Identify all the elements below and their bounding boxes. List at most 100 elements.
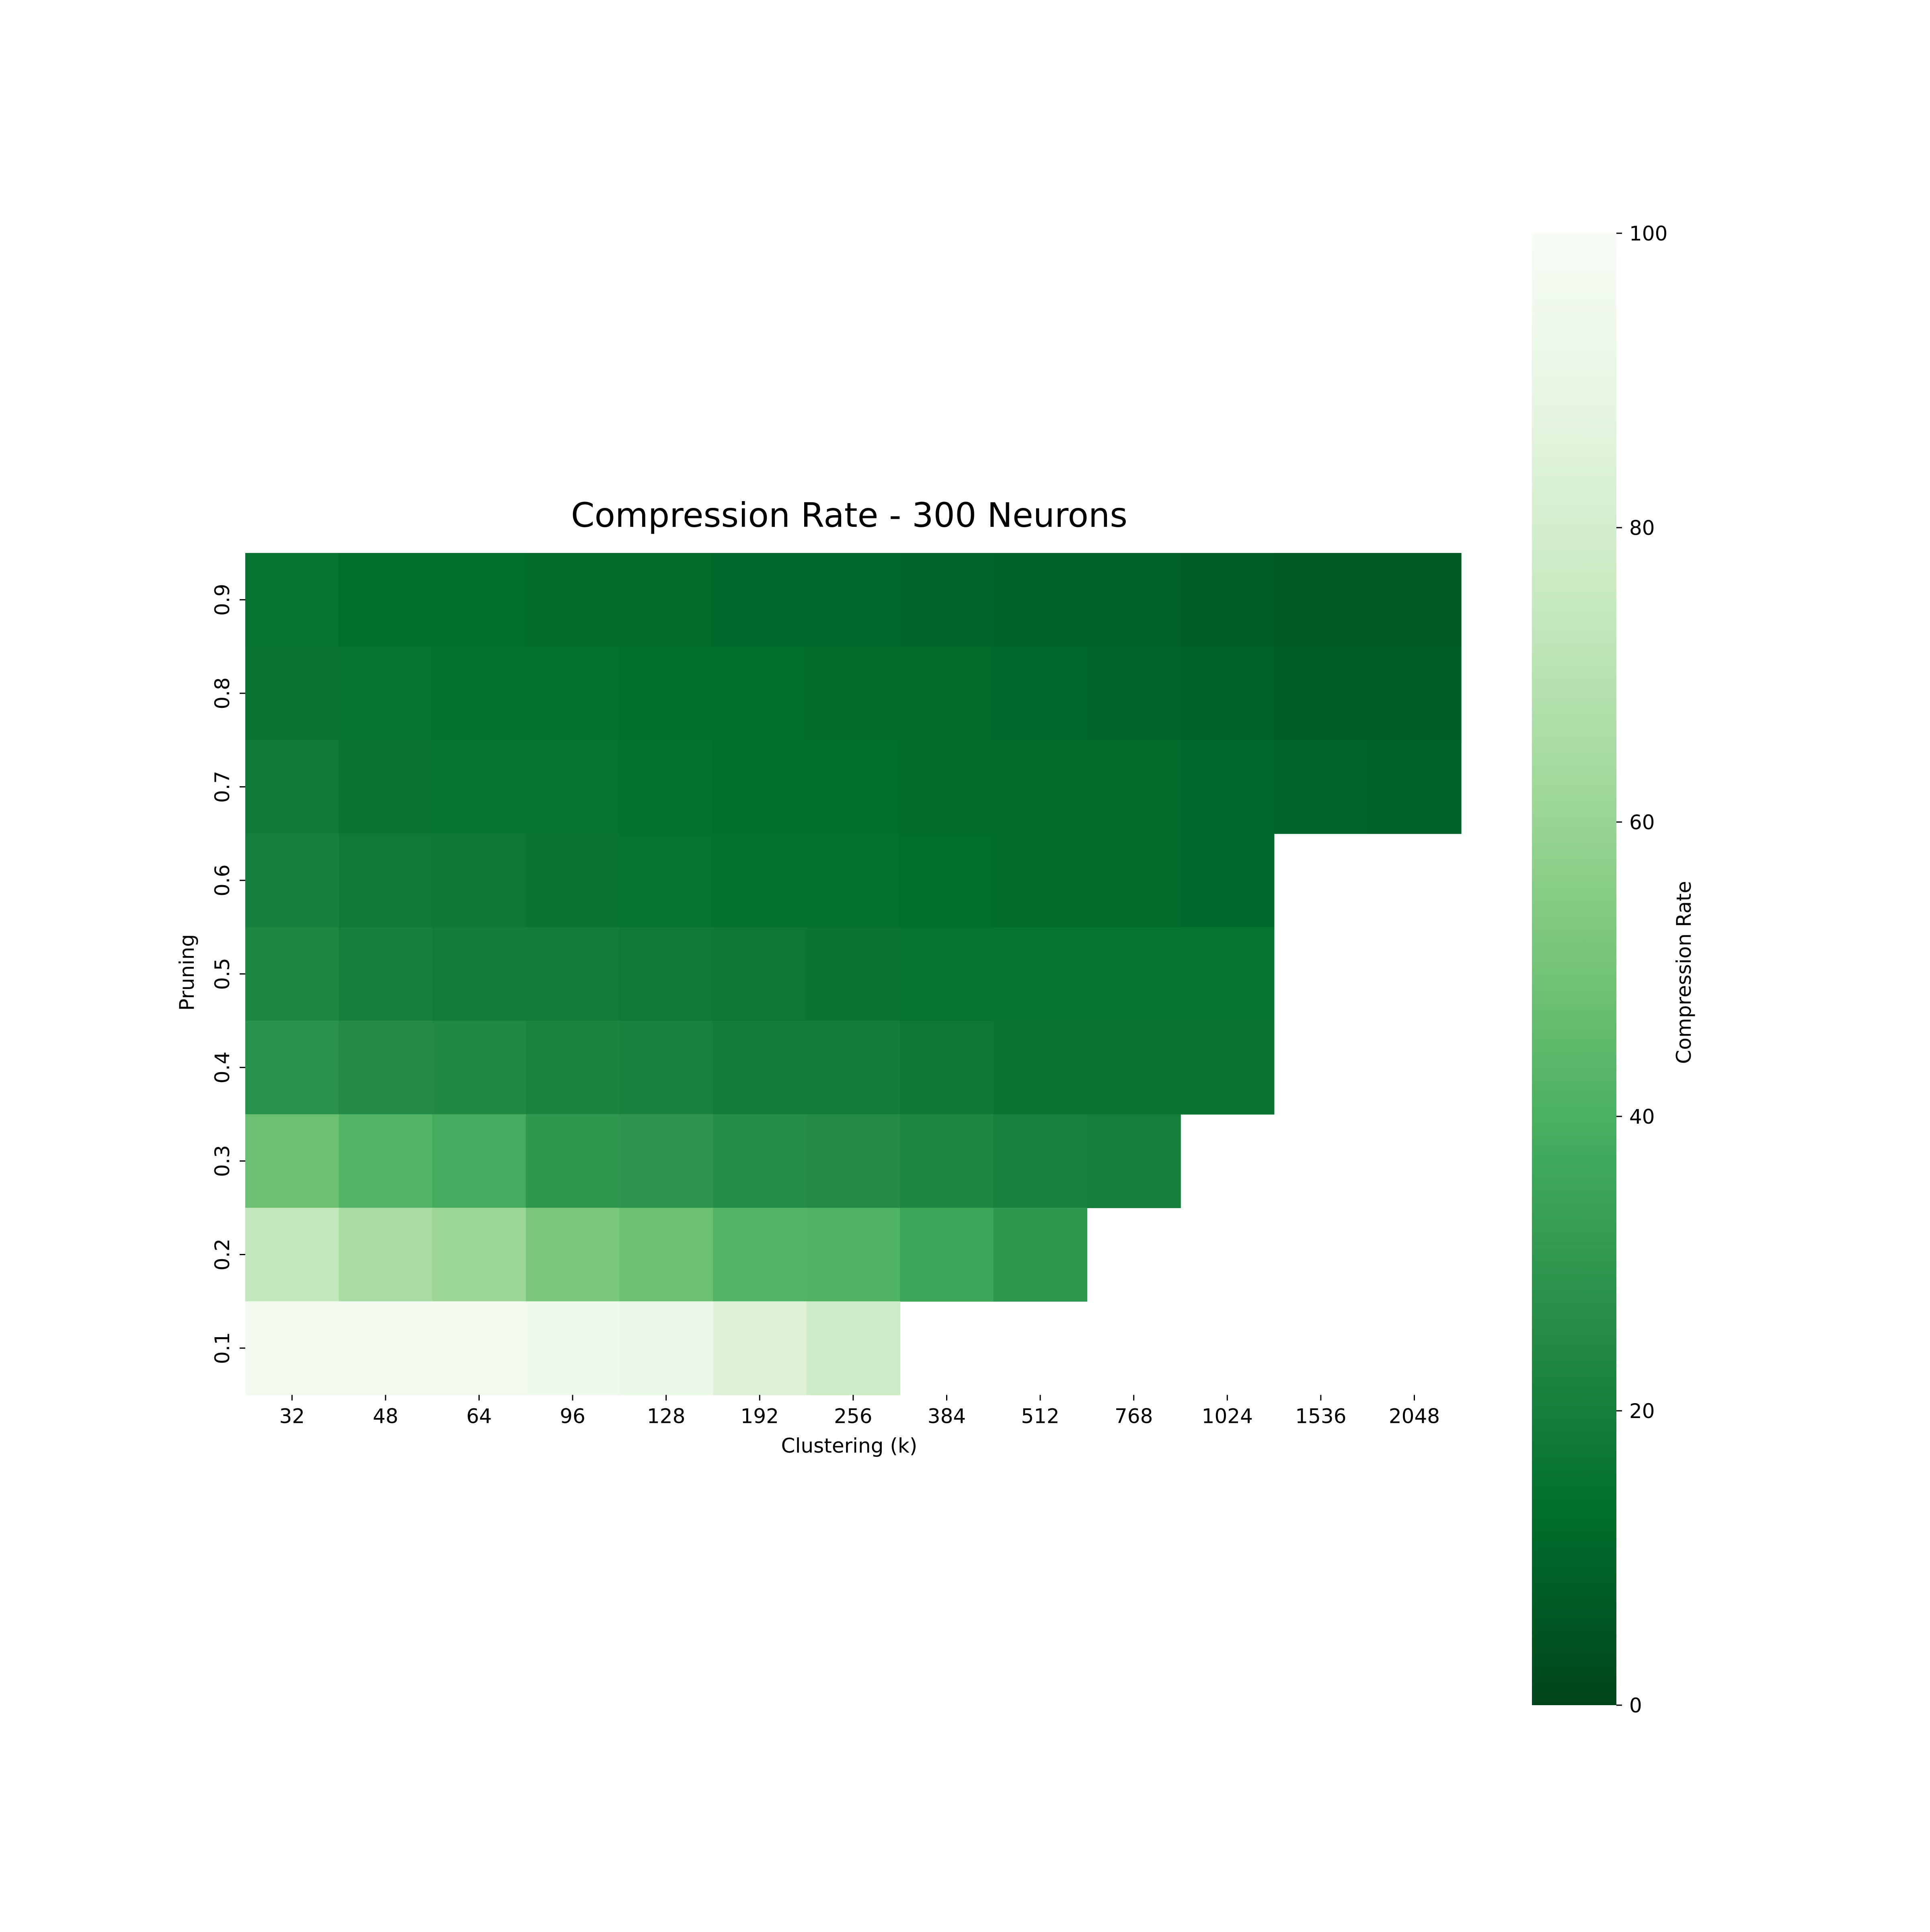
heatmap-cell	[1274, 740, 1368, 834]
heatmap-cell	[245, 1021, 339, 1115]
heatmap-cell	[900, 740, 994, 834]
heatmap-cell	[713, 1208, 807, 1302]
heatmap-cell	[526, 1114, 620, 1208]
heatmap-cell	[245, 740, 339, 834]
colorbar-tick-label: 20	[1629, 1400, 1655, 1423]
heatmap-cell	[1087, 646, 1181, 740]
x-tick-label: 48	[373, 1404, 398, 1428]
heatmap-cell	[619, 646, 713, 740]
colorbar-tick-label: 40	[1629, 1105, 1655, 1128]
heatmap-cell	[1087, 1021, 1181, 1115]
x-tick-label: 96	[560, 1404, 585, 1428]
heatmap-cell	[900, 927, 994, 1021]
y-tick-label: 0.6	[211, 864, 234, 896]
heatmap-cell	[1087, 833, 1181, 928]
heatmap-cell	[619, 553, 713, 647]
heatmap-cell	[993, 1114, 1088, 1208]
heatmap-cell	[245, 646, 339, 740]
heatmap-cell	[713, 740, 807, 834]
y-tick-label: 0.8	[211, 677, 234, 709]
heatmap-cell	[806, 1208, 900, 1302]
heatmap-cell	[993, 553, 1088, 647]
y-tick-label: 0.5	[211, 958, 234, 990]
colorbar-tick-label: 60	[1629, 811, 1655, 834]
chart-title: Compression Rate - 300 Neurons	[571, 495, 1127, 535]
heatmap-cell	[713, 1021, 807, 1115]
heatmap-cell	[432, 1208, 526, 1302]
colorbar-tick-label: 100	[1629, 222, 1667, 245]
heatmap-cell	[1181, 646, 1275, 740]
x-tick-label: 1536	[1295, 1404, 1346, 1428]
y-tick-label: 0.2	[211, 1239, 234, 1271]
heatmap-cell	[993, 1021, 1088, 1115]
heatmap-cell	[993, 740, 1088, 834]
heatmap-cell	[339, 553, 433, 647]
heatmap-cell	[1087, 927, 1181, 1021]
x-tick-label: 32	[279, 1404, 305, 1428]
heatmap-cell	[713, 1114, 807, 1208]
heatmap-cell	[1367, 553, 1462, 647]
heatmap-cell	[993, 833, 1088, 928]
heatmap-cell	[1181, 553, 1275, 647]
y-tick-label: 0.1	[211, 1332, 234, 1364]
heatmap-cell	[339, 1301, 433, 1396]
heatmap-cell	[1181, 833, 1275, 928]
heatmap-cell	[993, 646, 1088, 740]
x-axis-ticks: 32 48 64 96 128 192 256 384 512 768 1024 1536 2048	[279, 1395, 1440, 1428]
heatmap-cell	[526, 833, 620, 928]
x-tick-label: 768	[1115, 1404, 1153, 1428]
heatmap-cell	[339, 927, 433, 1021]
heatmap-cell	[526, 646, 620, 740]
heatmap-cell	[619, 1114, 713, 1208]
heatmap-cell	[806, 1301, 900, 1396]
x-tick-label: 384	[928, 1404, 966, 1428]
heatmap-cell	[339, 1021, 433, 1115]
heatmap-cell	[806, 927, 900, 1021]
heatmap-cell	[432, 927, 526, 1021]
heatmap-cell	[526, 1301, 620, 1396]
y-axis-label: Pruning	[175, 934, 199, 1011]
heatmap-cell	[339, 833, 433, 928]
heatmap-cell	[432, 646, 526, 740]
heatmap-cell	[245, 1208, 339, 1302]
y-tick-label: 0.4	[211, 1052, 234, 1084]
heatmap-cell	[245, 1301, 339, 1396]
heatmap-cell	[339, 1208, 433, 1302]
x-tick-label: 1024	[1202, 1404, 1253, 1428]
heatmap-cell	[1274, 646, 1368, 740]
heatmap-cell	[900, 1114, 994, 1208]
x-tick-label: 512	[1021, 1404, 1059, 1428]
heatmap-cell	[900, 646, 994, 740]
heatmap-cell	[432, 740, 526, 834]
heatmap-cell	[432, 833, 526, 928]
heatmap-cell	[619, 833, 713, 928]
x-tick-label: 256	[834, 1404, 872, 1428]
colorbar	[1532, 233, 1616, 1705]
x-tick-label: 2048	[1389, 1404, 1440, 1428]
heatmap-cell	[1087, 1114, 1181, 1208]
heatmap-cell	[713, 833, 807, 928]
heatmap-cell	[993, 1208, 1088, 1302]
heatmap-cell	[713, 1301, 807, 1396]
heatmap-cell	[245, 1114, 339, 1208]
heatmap-cell	[900, 1208, 994, 1302]
heatmap-cell	[1181, 1021, 1275, 1115]
colorbar-label: Compression Rate	[1672, 881, 1696, 1064]
heatmap-cell	[619, 1021, 713, 1115]
heatmap-cell	[806, 1114, 900, 1208]
heatmap-cell	[900, 553, 994, 647]
heatmap-cells	[245, 553, 1462, 1396]
heatmap-cell	[432, 553, 526, 647]
x-tick-label: 128	[647, 1404, 685, 1428]
heatmap-cell	[713, 646, 807, 740]
heatmap-cell	[619, 740, 713, 834]
heatmap-cell	[713, 553, 807, 647]
heatmap-cell	[806, 833, 900, 928]
x-tick-label: 192	[741, 1404, 779, 1428]
heatmap-cell	[339, 740, 433, 834]
heatmap-cell	[619, 1208, 713, 1302]
colorbar-tick-label: 80	[1629, 516, 1655, 540]
heatmap-cell	[1367, 646, 1462, 740]
